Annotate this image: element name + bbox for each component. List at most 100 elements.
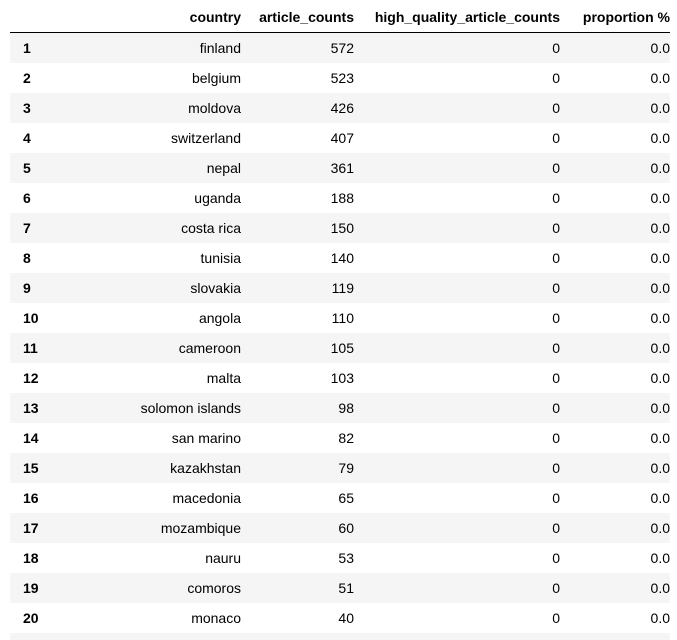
table-row: 3 moldova 426 0 0.0 — [10, 93, 670, 123]
article-counts-cell: 65 — [338, 490, 354, 506]
proportion-cell: 0.0 — [650, 100, 670, 116]
country-column-header: country — [115, 3, 241, 33]
high-quality-article-counts-cell: 0 — [552, 130, 560, 146]
article-counts-cell: 407 — [330, 130, 354, 146]
proportion-cell: 0.0 — [650, 460, 670, 476]
country-cell: macedonia — [172, 490, 242, 506]
table-row: 19 comoros 51 0 0.0 — [10, 573, 670, 603]
high-quality-article-counts-cell: 0 — [552, 220, 560, 236]
table-row — [10, 633, 670, 640]
table-row: 7 costa rica 150 0 0.0 — [10, 213, 670, 243]
article-counts-cell: 105 — [330, 340, 354, 356]
country-cell: malta — [206, 370, 241, 386]
high-quality-article-counts-cell: 0 — [552, 520, 560, 536]
country-cell: mozambique — [160, 520, 241, 536]
country-cell: nauru — [205, 550, 241, 566]
table-row: 9 slovakia 119 0 0.0 — [10, 273, 670, 303]
high-quality-article-counts-cell: 0 — [552, 370, 560, 386]
article-counts-cell: 150 — [330, 220, 354, 236]
proportion-cell: 0.0 — [650, 130, 670, 146]
table-row: 16 macedonia 65 0 0.0 — [10, 483, 670, 513]
proportion-cell: 0.0 — [650, 400, 670, 416]
high-quality-article-counts-cell: 0 — [552, 100, 560, 116]
row-index: 4 — [23, 130, 31, 146]
country-cell: costa rica — [181, 220, 241, 236]
row-index: 1 — [23, 40, 31, 56]
article-counts-cell: 53 — [338, 550, 354, 566]
country-cell: switzerland — [170, 130, 241, 146]
article-counts-cell: 98 — [338, 400, 354, 416]
high-quality-article-counts-cell: 0 — [552, 610, 560, 626]
proportion-cell: 0.0 — [650, 520, 670, 536]
table-body: 1 finland 572 0 0.0 2 belgium 523 0 0.0 3 moldova 42… — [10, 32, 670, 640]
row-index: 2 — [23, 70, 31, 86]
country-cell: san marino — [171, 430, 241, 446]
row-index: 10 — [23, 310, 39, 326]
article-counts-cell: 523 — [330, 70, 354, 86]
country-cell: solomon islands — [140, 400, 241, 416]
table-row: 15 kazakhstan 79 0 0.0 — [10, 453, 670, 483]
proportion-cell: 0.0 — [650, 220, 670, 236]
table-row: 18 nauru 53 0 0.0 — [10, 543, 670, 573]
high-quality-article-counts-cell: 0 — [552, 70, 560, 86]
high-quality-article-counts-column-header: high_quality_article_counts — [354, 3, 560, 33]
proportion-cell — [560, 633, 670, 640]
row-index: 12 — [23, 370, 39, 386]
country-cell — [115, 633, 241, 640]
row-index: 16 — [23, 490, 39, 506]
proportion-cell: 0.0 — [650, 250, 670, 266]
article-counts-cell: 140 — [330, 250, 354, 266]
table-row: 14 san marino 82 0 0.0 — [10, 423, 670, 453]
high-quality-article-counts-cell: 0 — [552, 40, 560, 56]
header-row: country article_counts high_quality_arti… — [10, 3, 670, 33]
country-cell: angola — [198, 310, 241, 326]
article-counts-cell: 426 — [330, 100, 354, 116]
row-index: 3 — [23, 100, 31, 116]
row-index: 7 — [23, 220, 31, 236]
table-row: 8 tunisia 140 0 0.0 — [10, 243, 670, 273]
row-index: 18 — [23, 550, 39, 566]
article-counts-cell: 572 — [330, 40, 354, 56]
country-cell: kazakhstan — [170, 460, 241, 476]
country-cell: monaco — [191, 610, 241, 626]
index-header — [10, 3, 115, 33]
proportion-cell: 0.0 — [650, 280, 670, 296]
table-header: country article_counts high_quality_arti… — [10, 3, 670, 33]
table-row: 2 belgium 523 0 0.0 — [10, 63, 670, 93]
article-counts-cell: 110 — [331, 310, 354, 326]
article-counts-cell — [241, 633, 354, 640]
country-cell: uganda — [194, 190, 241, 206]
table-row: 13 solomon islands 98 0 0.0 — [10, 393, 670, 423]
high-quality-article-counts-cell: 0 — [552, 250, 560, 266]
country-cell: cameroon — [178, 340, 241, 356]
high-quality-article-counts-cell: 0 — [552, 460, 560, 476]
high-quality-article-counts-cell: 0 — [552, 580, 560, 596]
table-row: 6 uganda 188 0 0.0 — [10, 183, 670, 213]
proportion-cell: 0.0 — [650, 340, 670, 356]
country-cell: comoros — [187, 580, 241, 596]
high-quality-article-counts-cell: 0 — [552, 280, 560, 296]
high-quality-article-counts-cell: 0 — [552, 190, 560, 206]
high-quality-article-counts-cell: 0 — [552, 430, 560, 446]
row-index: 9 — [23, 280, 31, 296]
article-counts-cell: 60 — [338, 520, 354, 536]
row-index: 13 — [23, 400, 39, 416]
article-counts-cell: 40 — [338, 610, 354, 626]
article-counts-cell: 103 — [330, 370, 354, 386]
table-row: 10 angola 110 0 0.0 — [10, 303, 670, 333]
country-cell: moldova — [188, 100, 241, 116]
country-cell: tunisia — [200, 250, 241, 266]
country-cell: nepal — [206, 160, 241, 176]
country-cell: finland — [199, 40, 241, 56]
proportion-column-header: proportion % — [560, 3, 670, 33]
table-row: 1 finland 572 0 0.0 — [10, 32, 670, 63]
article-counts-cell: 51 — [338, 580, 354, 596]
row-index: 17 — [23, 520, 39, 536]
article-counts-cell: 361 — [330, 160, 354, 176]
proportion-cell: 0.0 — [650, 160, 670, 176]
proportion-cell: 0.0 — [650, 70, 670, 86]
country-cell: slovakia — [190, 280, 241, 296]
proportion-cell: 0.0 — [650, 370, 670, 386]
proportion-cell: 0.0 — [650, 580, 670, 596]
